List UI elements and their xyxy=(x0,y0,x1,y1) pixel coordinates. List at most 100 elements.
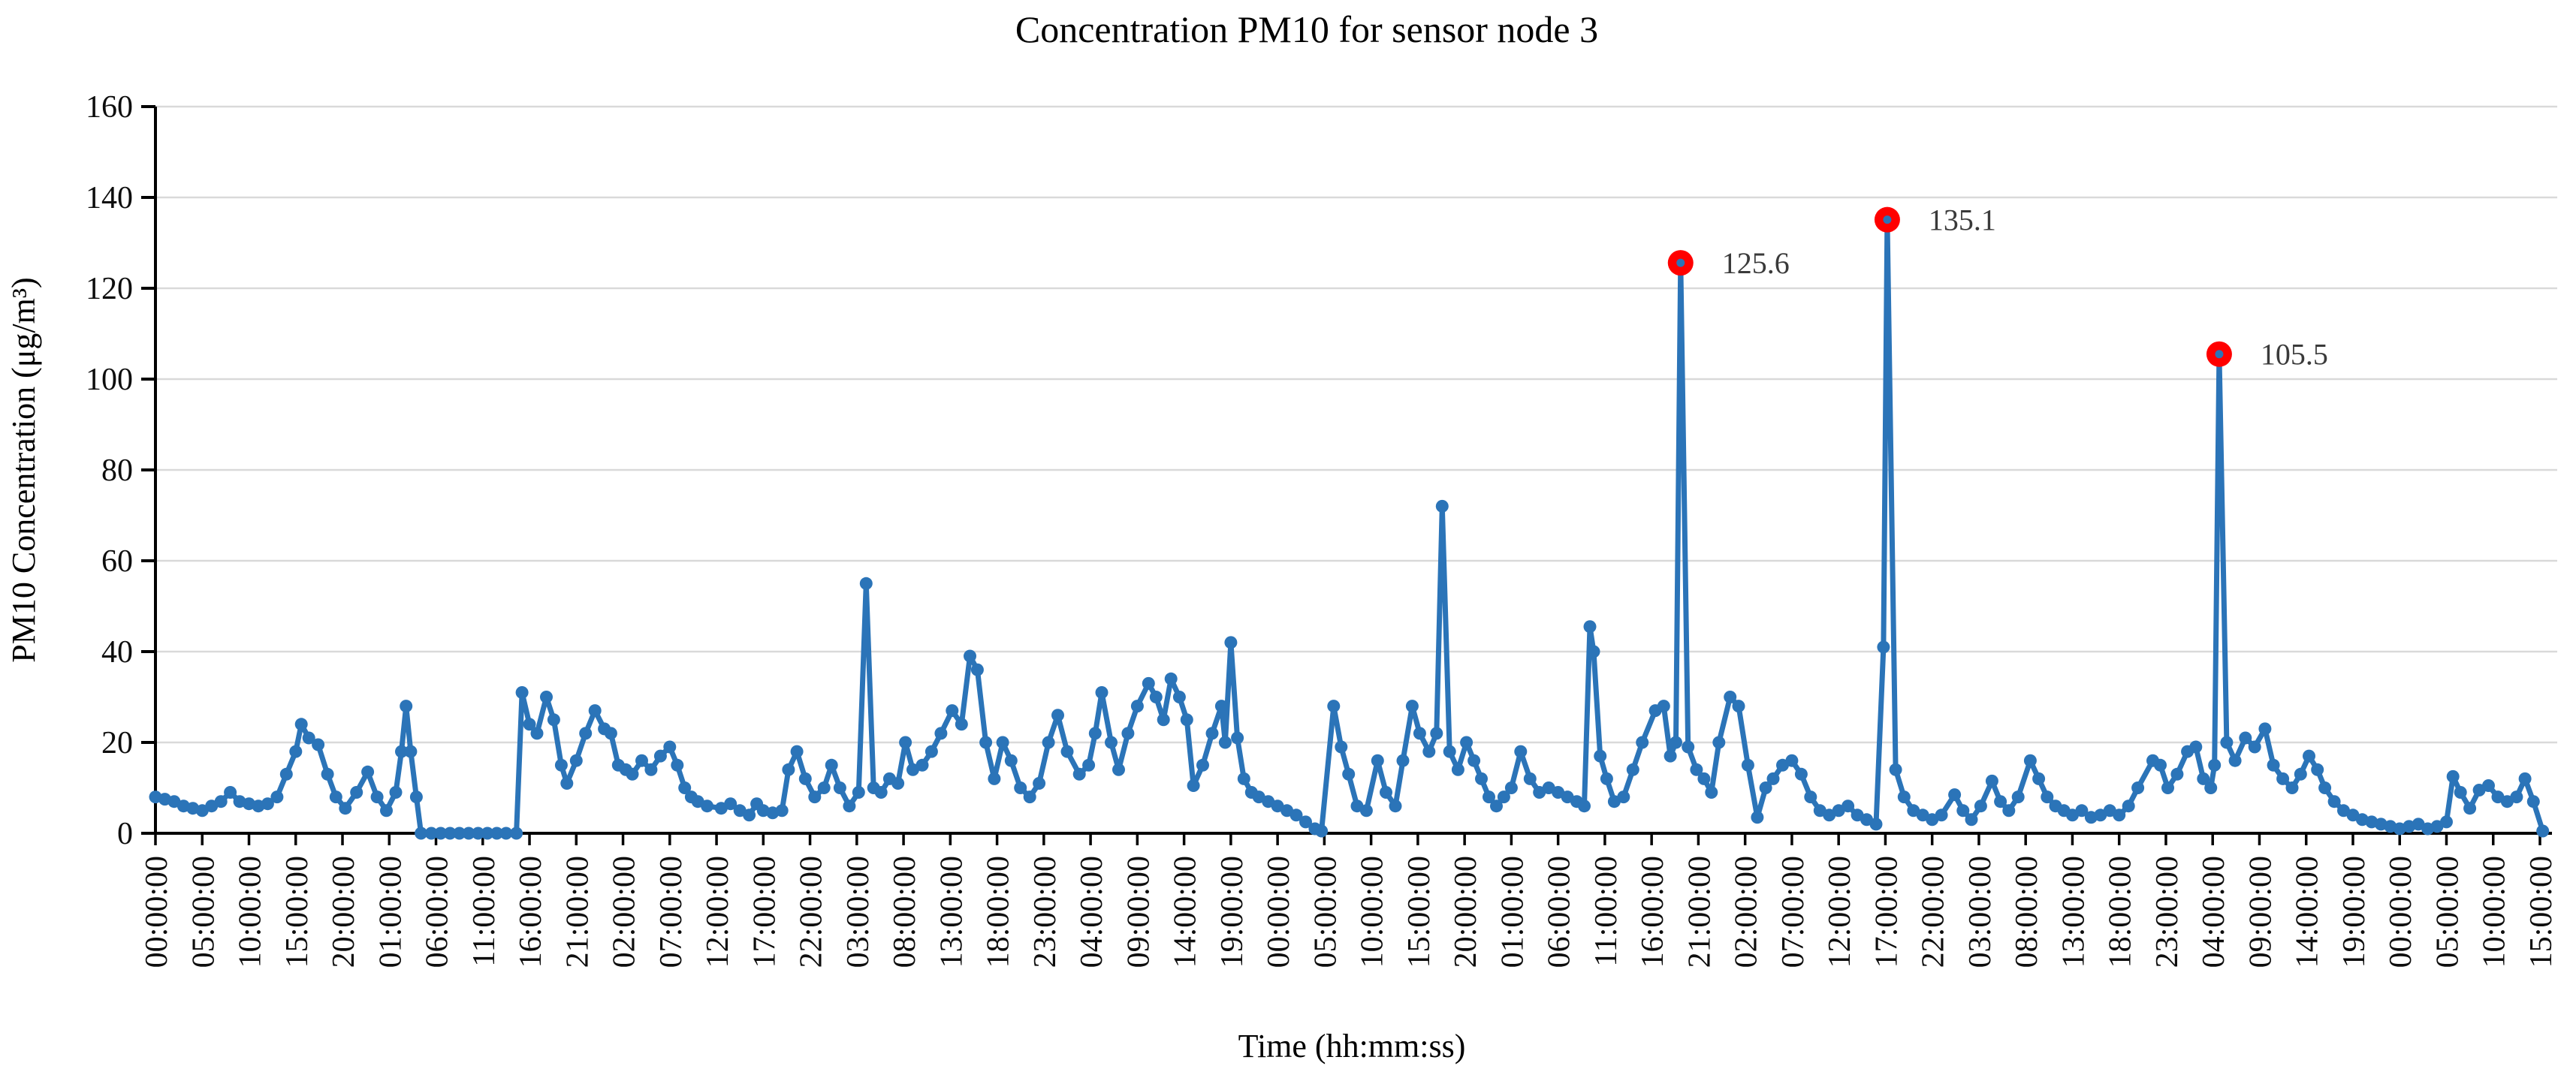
data-point-marker xyxy=(2440,815,2453,829)
data-point-marker xyxy=(1889,763,1902,776)
data-point-marker xyxy=(279,767,293,781)
data-point-marker xyxy=(462,827,475,840)
data-point-marker xyxy=(1180,713,1193,727)
x-axis-title: Time (hh:mm:ss) xyxy=(1238,1028,1466,1064)
data-point-marker xyxy=(389,786,403,799)
data-point-marker xyxy=(2011,790,2025,804)
x-tick-label: 22:00:00 xyxy=(795,856,829,968)
data-point-marker xyxy=(1504,781,1518,794)
data-point-marker xyxy=(1130,700,1144,713)
data-point-marker xyxy=(1766,772,1780,785)
data-point-marker xyxy=(2463,802,2477,815)
data-point-marker xyxy=(1405,700,1419,713)
x-tick-label: 08:00:00 xyxy=(888,856,922,968)
data-point-marker xyxy=(743,808,756,822)
data-point-marker xyxy=(321,767,334,781)
data-point-marker xyxy=(1600,772,1613,785)
data-point-marker xyxy=(843,799,856,813)
data-point-marker xyxy=(1014,781,1027,794)
data-point-marker xyxy=(1617,790,1630,804)
y-tick-label: 120 xyxy=(86,272,133,306)
data-point-marker xyxy=(409,790,423,804)
x-tick-label: 03:00:00 xyxy=(841,856,876,968)
data-point-marker xyxy=(1187,779,1200,792)
data-point-marker xyxy=(1804,790,1817,804)
x-tick-label: 20:00:00 xyxy=(1449,856,1483,968)
x-tick-label: 10:00:00 xyxy=(234,856,268,968)
data-point-marker xyxy=(2285,781,2299,794)
data-point-marker xyxy=(2023,754,2037,767)
data-point-marker xyxy=(1594,749,1607,763)
data-point-marker xyxy=(1724,691,1737,703)
data-point-marker xyxy=(2258,722,2272,736)
x-tick-label: 19:00:00 xyxy=(1215,856,1250,968)
data-point-marker xyxy=(1214,700,1228,713)
annotated-peak-center-dot xyxy=(1676,258,1685,267)
data-point-marker xyxy=(1371,754,1384,767)
data-point-marker xyxy=(1636,736,1649,749)
data-point-marker xyxy=(1149,691,1163,703)
data-point-marker xyxy=(1033,777,1046,790)
data-point-marker xyxy=(1697,772,1711,785)
data-point-marker xyxy=(825,758,838,772)
data-point-marker xyxy=(2122,799,2135,813)
data-point-marker xyxy=(1670,736,1682,749)
data-point-marker xyxy=(499,827,513,840)
x-tick-label: 23:00:00 xyxy=(2150,856,2185,968)
x-tick-label: 00:00:00 xyxy=(2384,856,2418,968)
data-point-marker xyxy=(1359,804,1373,818)
data-point-marker xyxy=(2526,795,2540,808)
data-point-marker xyxy=(2197,772,2210,785)
data-point-marker xyxy=(2170,767,2184,781)
data-point-marker xyxy=(817,781,831,794)
data-point-marker xyxy=(852,786,865,799)
x-tick-label: 11:00:00 xyxy=(467,856,502,967)
annotation-label: 135.1 xyxy=(1929,203,1996,237)
x-tick-label: 14:00:00 xyxy=(1169,856,1203,968)
data-point-marker xyxy=(1897,790,1911,804)
data-point-marker xyxy=(370,790,384,804)
series-line xyxy=(152,217,2546,836)
x-tick-label: 13:00:00 xyxy=(934,856,969,968)
data-point-marker xyxy=(1664,749,1677,763)
data-point-marker xyxy=(2327,795,2341,808)
data-point-marker xyxy=(915,758,929,772)
data-point-marker xyxy=(1112,763,1125,776)
x-tick-label: 10:00:00 xyxy=(2478,856,2512,968)
data-point-marker xyxy=(400,700,413,713)
x-tick-label: 06:00:00 xyxy=(1543,856,1577,968)
data-point-marker xyxy=(2154,758,2167,772)
data-point-marker xyxy=(678,781,692,794)
gridlines-layer xyxy=(155,105,2557,744)
data-point-marker xyxy=(302,731,315,745)
data-point-marker xyxy=(443,827,457,840)
data-point-marker xyxy=(1732,700,1745,713)
data-point-marker xyxy=(289,745,303,758)
data-point-marker xyxy=(579,727,593,740)
data-point-marker xyxy=(424,827,438,840)
data-point-marker xyxy=(2204,781,2218,794)
x-tick-label: 00:00:00 xyxy=(1262,856,1296,968)
y-tick-label: 40 xyxy=(101,635,133,670)
data-point-marker xyxy=(1451,763,1464,776)
x-tick-label: 23:00:00 xyxy=(1028,856,1063,968)
data-point-marker xyxy=(790,745,804,758)
data-point-marker xyxy=(214,795,228,808)
x-tick-label: 07:00:00 xyxy=(1776,856,1811,968)
data-point-marker xyxy=(2189,740,2203,754)
data-point-marker xyxy=(1877,640,1890,654)
data-point-marker xyxy=(1657,700,1670,713)
data-point-marker xyxy=(404,745,418,758)
data-point-marker xyxy=(1023,790,1036,804)
data-point-marker xyxy=(1514,745,1528,758)
data-point-marker xyxy=(1985,774,1998,787)
data-point-marker xyxy=(1157,713,1170,727)
x-tick-label: 08:00:00 xyxy=(2010,856,2044,968)
data-point-marker xyxy=(2454,786,2467,799)
data-point-marker xyxy=(547,713,560,727)
data-point-marker xyxy=(1682,740,1695,754)
data-point-marker xyxy=(361,765,375,778)
data-point-marker xyxy=(1121,727,1135,740)
y-tick-label: 60 xyxy=(101,544,133,579)
